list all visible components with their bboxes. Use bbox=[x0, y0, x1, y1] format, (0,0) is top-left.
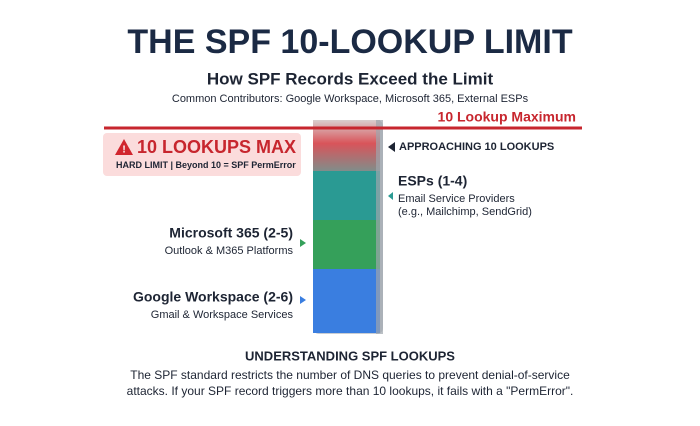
segment-microsoft bbox=[313, 220, 380, 270]
segment-label: Microsoft 365 (2-5) bbox=[169, 225, 293, 241]
arrow bbox=[388, 192, 393, 200]
alert-subtitle-text: HARD LIMIT | Beyond 10 = SPF PermError bbox=[116, 160, 296, 170]
footer-heading: UNDERSTANDING SPF LOOKUPS bbox=[245, 348, 455, 363]
segment-google bbox=[313, 269, 380, 333]
arrow bbox=[300, 296, 306, 304]
segment-description: (e.g., Mailchimp, SendGrid) bbox=[398, 206, 532, 218]
segment-description: Outlook & M365 Platforms bbox=[165, 245, 294, 257]
segment-description: Email Service Providers bbox=[398, 193, 515, 205]
arrow bbox=[388, 142, 395, 152]
segment-label: ESPs (1-4) bbox=[398, 173, 467, 189]
segment-label: Google Workspace (2-6) bbox=[133, 289, 293, 305]
limit-label: 10 Lookup Maximum bbox=[438, 109, 576, 125]
column-edge bbox=[376, 120, 383, 334]
segment-esps bbox=[313, 171, 380, 221]
warning-icon bbox=[115, 139, 133, 155]
alert-subtitle: HARD LIMIT | Beyond 10 = SPF PermError bbox=[116, 160, 296, 170]
caption: Common Contributors: Google Workspace, M… bbox=[172, 93, 529, 105]
segment-label: APPROACHING 10 LOOKUPS bbox=[399, 141, 554, 153]
title: THE SPF 10-LOOKUP LIMIT bbox=[127, 23, 572, 61]
warning-mark: ! bbox=[122, 145, 125, 156]
arrow bbox=[300, 239, 306, 247]
alert-title: 10 LOOKUPS MAX bbox=[137, 137, 296, 157]
segment-description: Gmail & Workspace Services bbox=[151, 309, 294, 321]
alert-box bbox=[103, 133, 301, 176]
footer-line: attacks. If your SPF record triggers mor… bbox=[127, 384, 574, 398]
subtitle: How SPF Records Exceed the Limit bbox=[207, 69, 494, 88]
footer-line: The SPF standard restricts the number of… bbox=[130, 368, 570, 382]
